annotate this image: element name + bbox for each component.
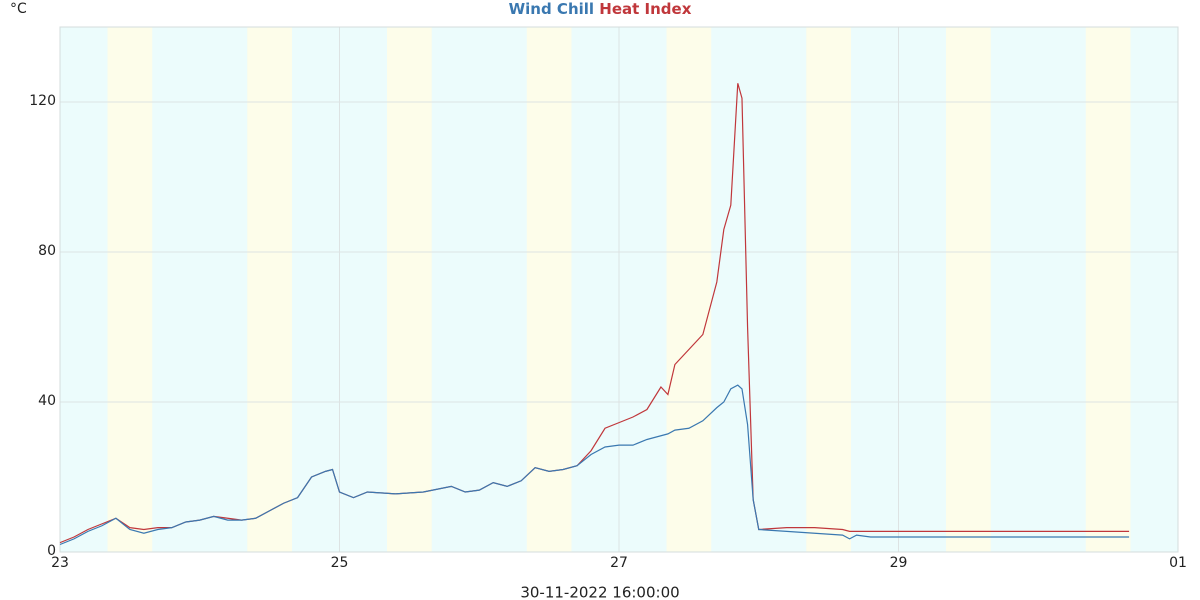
x-tick-label: 27 bbox=[610, 555, 628, 571]
legend-entry: Heat Index bbox=[599, 0, 691, 18]
y-axis-unit: °C bbox=[10, 1, 27, 17]
x-tick-label: 29 bbox=[890, 555, 908, 571]
chart-title: Wind Chill Heat Index bbox=[509, 0, 692, 18]
legend-entry: Wind Chill bbox=[509, 0, 594, 18]
y-tick-label: 80 bbox=[38, 243, 56, 259]
x-tick-label: 25 bbox=[331, 555, 349, 571]
y-tick-label: 120 bbox=[29, 93, 56, 109]
day-band bbox=[387, 27, 432, 552]
y-tick-label: 0 bbox=[47, 543, 56, 559]
day-band bbox=[946, 27, 991, 552]
x-tick-label: 23 bbox=[51, 555, 69, 571]
day-band bbox=[1085, 27, 1131, 552]
day-band bbox=[806, 27, 851, 552]
day-band bbox=[247, 27, 292, 552]
plot-border bbox=[59, 26, 1179, 553]
x-axis-label: 30-11-2022 16:00:00 bbox=[520, 584, 679, 600]
day-band bbox=[107, 27, 153, 552]
series-line bbox=[59, 384, 1130, 546]
y-tick-label: 40 bbox=[38, 393, 56, 409]
day-band bbox=[526, 27, 572, 552]
day-band bbox=[666, 27, 712, 552]
x-tick-label: 01 bbox=[1169, 555, 1187, 571]
